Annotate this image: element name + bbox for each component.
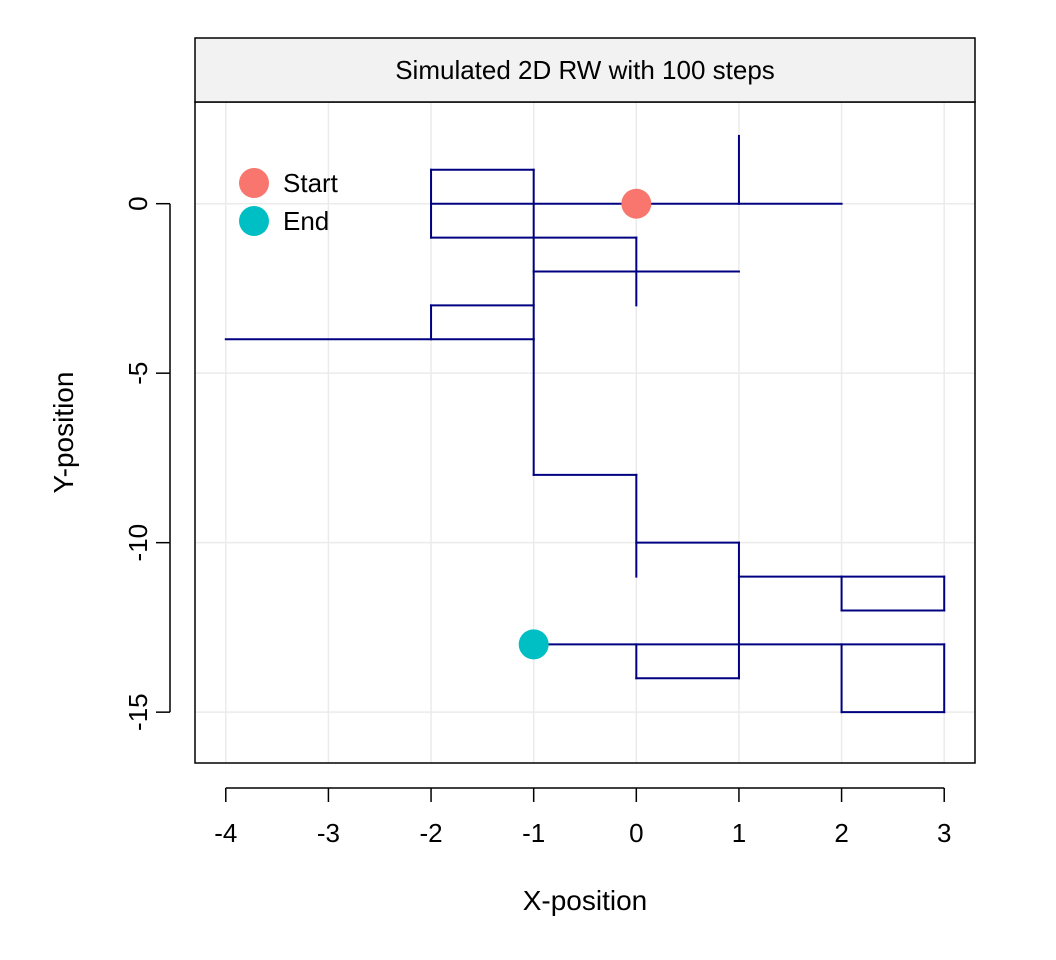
x-axis: -4 -3 -2 -1 0 1 2 3 xyxy=(214,787,951,848)
x-tick-label: 1 xyxy=(732,818,746,848)
y-axis: 0 -5 -10 -15 xyxy=(123,196,171,731)
y-tick-label: -15 xyxy=(123,693,153,731)
y-axis-title: Y-position xyxy=(48,372,79,494)
x-axis-title: X-position xyxy=(523,885,648,916)
start-end-points xyxy=(518,188,652,660)
legend-marker-end xyxy=(239,206,269,236)
end-point xyxy=(518,629,549,660)
panel-border xyxy=(194,101,976,764)
legend-label-end: End xyxy=(283,206,329,236)
legend-marker-start xyxy=(239,168,269,198)
y-tick-label: -10 xyxy=(123,524,153,562)
x-tick-label: -4 xyxy=(214,818,237,848)
x-tick-label: -2 xyxy=(419,818,442,848)
x-tick-label: -1 xyxy=(522,818,545,848)
walk-path xyxy=(224,134,946,714)
grid-lines xyxy=(195,102,975,763)
strip-background xyxy=(194,37,976,103)
start-point xyxy=(621,188,652,219)
chart-title: Simulated 2D RW with 100 steps xyxy=(395,55,775,85)
x-tick-label: 0 xyxy=(629,818,643,848)
x-tick-label: -3 xyxy=(317,818,340,848)
y-tick-label: 0 xyxy=(123,196,153,210)
legend-label-start: Start xyxy=(283,168,339,198)
x-tick-label: 2 xyxy=(834,818,848,848)
legend: Start End xyxy=(239,168,339,236)
x-tick-label: 3 xyxy=(937,818,951,848)
y-tick-label: -5 xyxy=(123,362,153,385)
